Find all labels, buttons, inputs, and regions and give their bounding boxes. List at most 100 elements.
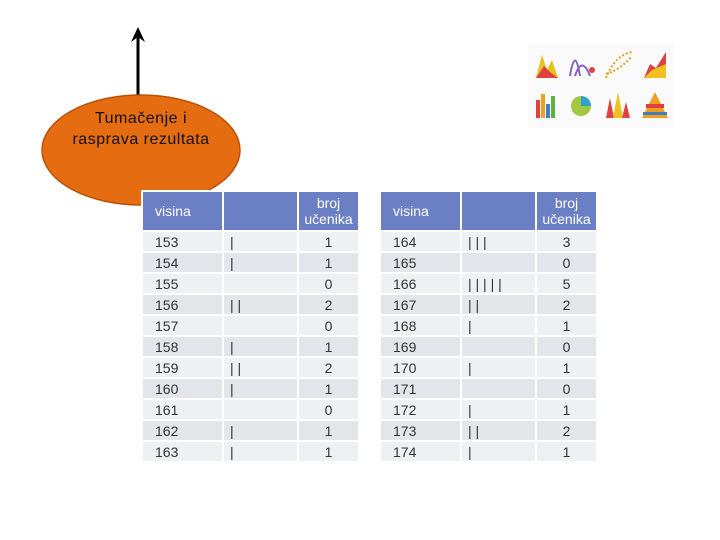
count-cell: 1 [535, 314, 598, 337]
height-cell: 167 [379, 293, 462, 316]
height-cell: 155 [141, 272, 224, 295]
count-cell: 0 [297, 272, 360, 295]
tally-cell: | | [222, 356, 299, 379]
table-row: 169 0 [379, 335, 598, 358]
table-row: 173 | | 2 [379, 419, 598, 442]
height-cell: 158 [141, 335, 224, 358]
height-cell: 163 [141, 440, 224, 463]
table-row: 159 | | 2 [141, 356, 360, 379]
count-cell: 2 [535, 419, 598, 442]
table-row: 170 | 1 [379, 356, 598, 379]
height-cell: 161 [141, 398, 224, 421]
tally-cell: | [222, 251, 299, 274]
table-row: 155 0 [141, 272, 360, 295]
tally-cell [222, 398, 299, 421]
table-row: 162 | 1 [141, 419, 360, 442]
table-row: 165 0 [379, 251, 598, 274]
header-row: visina broj učenika [379, 190, 598, 232]
table-row: 166 | | | | | 5 [379, 272, 598, 295]
count-cell: 1 [535, 398, 598, 421]
count-cell: 1 [297, 377, 360, 400]
tally-cell: | [460, 440, 537, 463]
count-cell: 1 [535, 440, 598, 463]
tally-cell [222, 314, 299, 337]
height-cell: 162 [141, 419, 224, 442]
count-cell: 1 [297, 251, 360, 274]
count-cell: 0 [297, 314, 360, 337]
tally-cell [460, 251, 537, 274]
callout-oval [41, 94, 241, 206]
table-row: 171 0 [379, 377, 598, 400]
count-cell: 2 [297, 356, 360, 379]
count-cell: 1 [297, 335, 360, 358]
tally-cell: | | | [460, 230, 537, 253]
height-cell: 172 [379, 398, 462, 421]
count-cell: 5 [535, 272, 598, 295]
arrow-head [131, 27, 145, 42]
count-cell: 0 [535, 377, 598, 400]
count-cell: 1 [297, 440, 360, 463]
height-cell: 166 [379, 272, 462, 295]
tally-cell: | [460, 314, 537, 337]
tally-cell: | | [460, 293, 537, 316]
count-cell: 1 [297, 230, 360, 253]
tally-cell: | | [460, 419, 537, 442]
header-cell [460, 190, 537, 232]
table-row: 164 | | | 3 [379, 230, 598, 253]
header-row: visina broj učenika [141, 190, 360, 232]
table-row: 153 | 1 [141, 230, 360, 253]
height-cell: 159 [141, 356, 224, 379]
table-row: 163 | 1 [141, 440, 360, 463]
header-cell: visina [141, 190, 224, 232]
table-row: 172 | 1 [379, 398, 598, 421]
height-cell: 153 [141, 230, 224, 253]
height-cell: 164 [379, 230, 462, 253]
table-row: 158 | 1 [141, 335, 360, 358]
height-cell: 169 [379, 335, 462, 358]
tally-cell [460, 335, 537, 358]
tally-cell: | [460, 356, 537, 379]
tally-cell: | [222, 377, 299, 400]
tally-cell [460, 377, 537, 400]
height-cell: 171 [379, 377, 462, 400]
table-row: 156 | | 2 [141, 293, 360, 316]
table-row: 161 0 [141, 398, 360, 421]
count-cell: 3 [535, 230, 598, 253]
height-cell: 157 [141, 314, 224, 337]
tally-cell [222, 272, 299, 295]
count-cell: 0 [297, 398, 360, 421]
height-cell: 168 [379, 314, 462, 337]
count-cell: 2 [535, 293, 598, 316]
table-row: 167 | | 2 [379, 293, 598, 316]
table-row: 160 | 1 [141, 377, 360, 400]
height-cell: 154 [141, 251, 224, 274]
header-cell: broj učenika [535, 190, 598, 232]
count-cell: 0 [535, 251, 598, 274]
height-cell: 160 [141, 377, 224, 400]
header-cell: broj učenika [297, 190, 360, 232]
count-cell: 0 [535, 335, 598, 358]
tally-cell: | [222, 230, 299, 253]
height-cell: 156 [141, 293, 224, 316]
table-row: 157 0 [141, 314, 360, 337]
frequency-table: visina broj učenika 153 | 1 154 | 1 155 0 156 | | 2 1… [141, 190, 360, 463]
tally-cell: | [222, 440, 299, 463]
count-cell: 1 [297, 419, 360, 442]
height-cell: 173 [379, 419, 462, 442]
frequency-table: visina broj učenika 164 | | | 3 165 0 166 | | | … [379, 190, 598, 463]
chart-icons [528, 44, 674, 128]
tally-cell: | [222, 419, 299, 442]
callout-text: Tumačenje i rasprava rezultata [72, 110, 210, 148]
height-cell: 174 [379, 440, 462, 463]
height-cell: 165 [379, 251, 462, 274]
table-row: 168 | 1 [379, 314, 598, 337]
tally-cell: | | | | | [460, 272, 537, 295]
table-row: 174 | 1 [379, 440, 598, 463]
header-cell [222, 190, 299, 232]
table-row: 154 | 1 [141, 251, 360, 274]
count-cell: 1 [535, 356, 598, 379]
tally-cell: | [222, 335, 299, 358]
header-cell: visina [379, 190, 462, 232]
